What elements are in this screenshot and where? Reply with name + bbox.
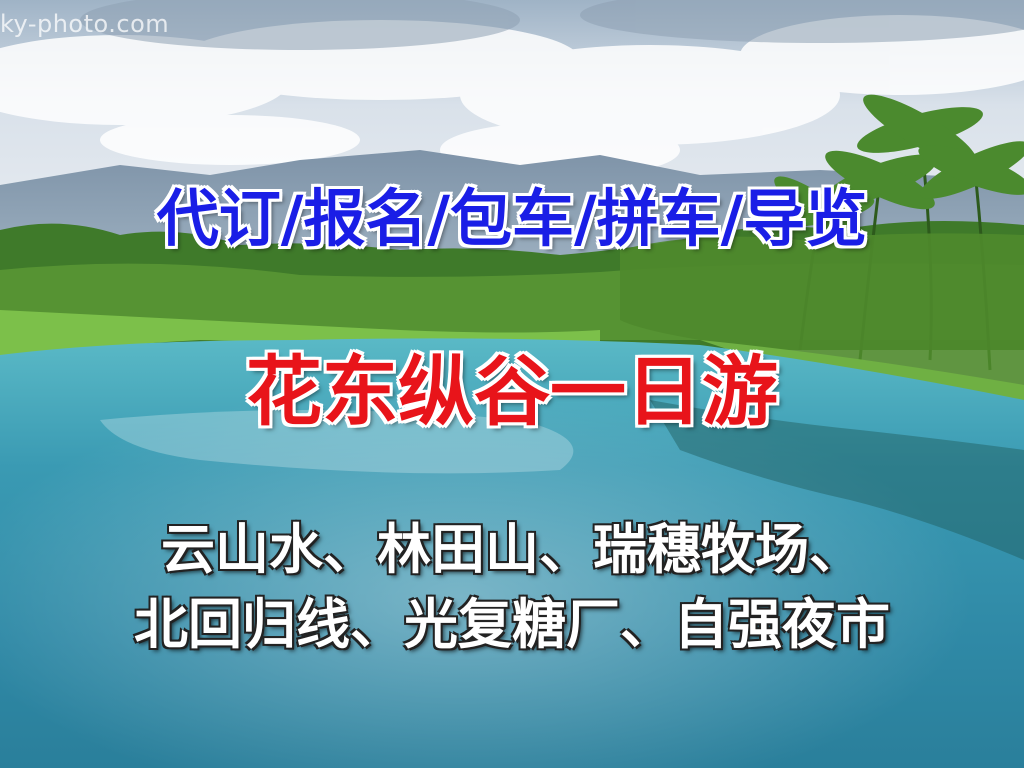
lake-reflection-glow xyxy=(0,340,1024,768)
watermark: ky-photo.com xyxy=(0,10,170,38)
left-grass-bank xyxy=(0,310,600,360)
palm-fronds xyxy=(765,94,1024,244)
dark-clouds xyxy=(80,0,1024,50)
attractions-line-1: 云山水、林田山、瑞穗牧场、 xyxy=(161,518,863,581)
tour-title: 花东纵谷一日游 xyxy=(246,347,778,436)
service-headline: 代订/报名/包车/拼车/导览 xyxy=(156,182,868,255)
cloud-reflection xyxy=(100,410,574,474)
tree-reflection xyxy=(650,400,1024,560)
attractions-line-2: 北回归线、光复糖厂、自强夜市 xyxy=(134,593,890,656)
